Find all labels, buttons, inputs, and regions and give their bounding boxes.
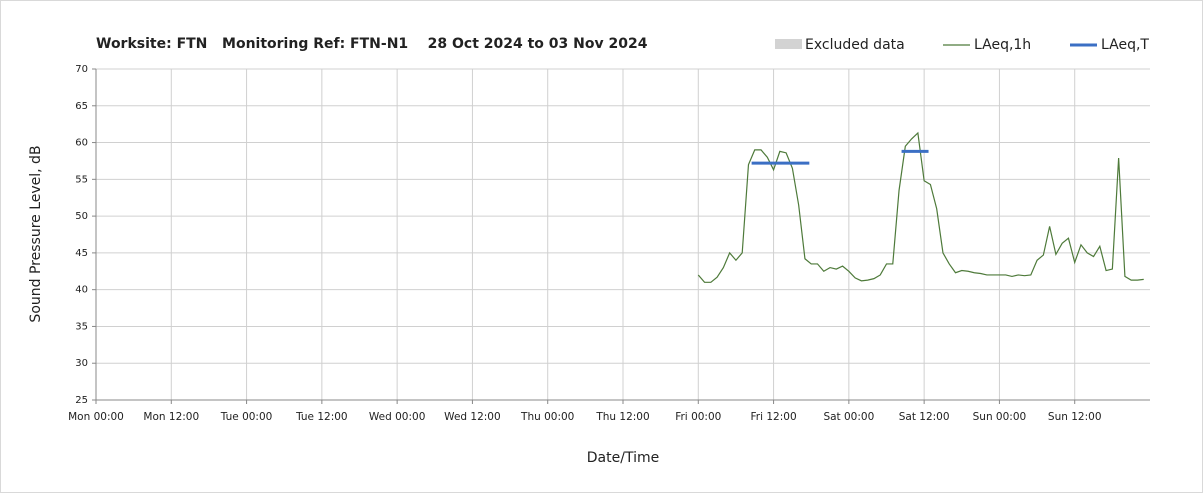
- y-tick-label: 60: [75, 138, 88, 149]
- x-tick-label: Mon 00:00: [68, 411, 124, 423]
- x-tick-label: Mon 12:00: [143, 411, 199, 423]
- chart-title: Worksite: FTN Monitoring Ref: FTN-N1 28 …: [96, 36, 648, 52]
- legend-label: LAeq,T: [1101, 37, 1149, 53]
- x-tick-label: Tue 12:00: [295, 411, 348, 423]
- x-tick-label: Fri 00:00: [675, 411, 721, 423]
- y-tick-label: 25: [75, 395, 88, 406]
- y-tick-label: 30: [75, 358, 88, 369]
- y-tick-label: 45: [75, 248, 88, 259]
- y-tick-label: 50: [75, 211, 88, 222]
- y-tick-label: 40: [75, 285, 88, 296]
- x-tick-label: Thu 12:00: [595, 411, 649, 423]
- y-tick-label: 55: [75, 174, 88, 185]
- legend-label: Excluded data: [805, 37, 905, 53]
- x-tick-label: Sun 12:00: [1048, 411, 1102, 423]
- x-axis-label: Date/Time: [587, 450, 659, 466]
- legend-swatch-excluded: [775, 39, 802, 49]
- x-tick-label: Sun 00:00: [973, 411, 1027, 423]
- y-tick-label: 70: [75, 64, 88, 75]
- x-tick-label: Fri 12:00: [751, 411, 797, 423]
- y-axis-label: Sound Pressure Level, dB: [28, 145, 44, 322]
- x-tick-label: Thu 00:00: [520, 411, 574, 423]
- line-series: [697, 131, 1144, 283]
- x-tick-label: Sat 12:00: [899, 411, 950, 423]
- x-tick-label: Wed 00:00: [369, 411, 426, 423]
- x-tick-label: Tue 00:00: [220, 411, 273, 423]
- x-tick-label: Sat 00:00: [823, 411, 874, 423]
- legend-label: LAeq,1h: [974, 37, 1031, 53]
- y-tick-label: 35: [75, 321, 88, 332]
- x-tick-label: Wed 12:00: [444, 411, 501, 423]
- y-tick-label: 65: [75, 101, 88, 112]
